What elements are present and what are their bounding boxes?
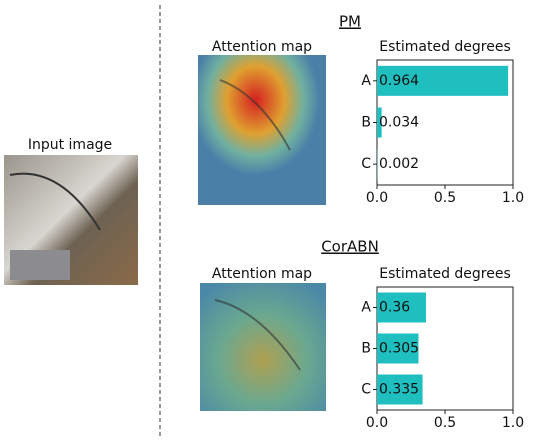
value-label: 0.034 [379,115,419,131]
value-label: 0.305 [379,341,419,357]
chart-title: Estimated degrees [379,266,511,282]
x-tick-label: 1.0 [502,415,524,431]
input-image [4,155,138,285]
x-tick-label: 0.0 [366,415,388,431]
map-label: Attention map [212,39,312,55]
x-tick-label: 0.5 [434,190,456,206]
y-tick-label: B [361,341,371,357]
y-tick-label: C [361,156,371,172]
value-label: 0.36 [379,300,410,316]
x-tick-label: 0.0 [366,190,388,206]
value-label: 0.002 [379,156,419,172]
chart-title: Estimated degrees [379,39,511,55]
x-tick-label: 1.0 [502,190,524,206]
y-tick-label: A [361,300,371,316]
value-label: 0.964 [379,73,419,89]
value-label: 0.335 [379,382,419,398]
attention-map [200,283,326,411]
input-label: Input image [28,137,112,153]
x-tick-label: 0.5 [434,415,456,431]
y-tick-label: C [361,382,371,398]
section-title: CorABN [321,238,379,256]
y-tick-label: B [361,115,371,131]
map-label: Attention map [212,266,312,282]
y-tick-label: A [361,73,371,89]
section-title: PM [339,13,361,31]
attention-map [198,55,326,205]
